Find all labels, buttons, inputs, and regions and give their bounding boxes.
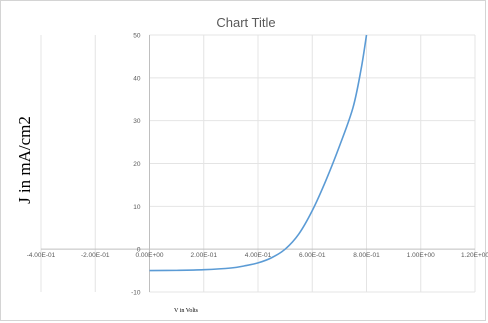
axes	[41, 35, 475, 292]
y-tick-label: -10	[131, 290, 141, 297]
y-tick-label: 0	[137, 247, 141, 254]
x-tick-label: 8.00E-01	[353, 252, 380, 259]
chart-title: Chart Title	[216, 15, 275, 30]
x-tick-label: 6.00E-01	[299, 252, 326, 259]
x-tick-label: -2.00E-01	[81, 252, 110, 259]
x-tick-label: 0.00E+00	[135, 252, 163, 259]
y-tick-label: 40	[133, 75, 141, 82]
series-line	[149, 34, 368, 272]
x-tick-label: 2.00E-01	[191, 252, 218, 259]
y-tick-label: 10	[133, 204, 141, 211]
x-axis-label: V in Volts	[174, 308, 199, 314]
y-tick-label: 20	[133, 161, 141, 168]
x-tick-label: -4.00E-01	[27, 252, 56, 259]
x-tick-label: 1.20E+00	[461, 252, 488, 259]
tick-labels: -10 0 10 20 30 40 50 -4.00E-01 -2.00E-01 0.00E+00…	[27, 33, 488, 297]
y-axis-label: J in mA/cm2	[15, 116, 34, 204]
y-tick-label: 50	[133, 33, 141, 40]
y-tick-label: 30	[133, 118, 141, 125]
series-layer	[149, 34, 368, 272]
x-tick-label: 4.00E-01	[245, 252, 272, 259]
x-tick-label: 1.00E+00	[407, 252, 435, 259]
